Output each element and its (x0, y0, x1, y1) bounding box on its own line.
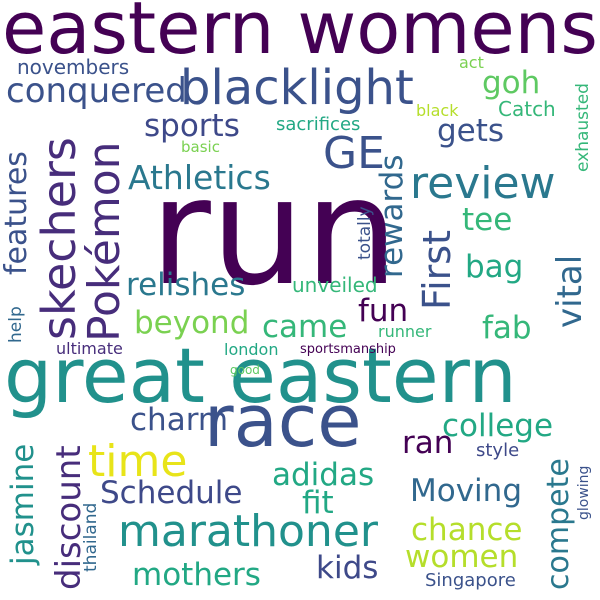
word-skechers: skechers (32, 137, 86, 340)
word-review: review (410, 158, 556, 209)
word-sports: sports (144, 108, 240, 144)
word-good: good (230, 363, 260, 377)
word-tee: tee (462, 202, 513, 238)
word-basic: basic (181, 138, 220, 156)
word-compete: compete (541, 458, 576, 590)
word-act: act (459, 53, 484, 72)
word-totally: totally (355, 206, 375, 260)
word-thailand: thailand (81, 502, 101, 572)
word-blacklight: blacklight (180, 60, 414, 116)
word-mothers: mothers (132, 557, 261, 593)
word-time: time (88, 436, 188, 487)
word-novembers: novembers (17, 55, 130, 79)
word-glowing: glowing (576, 465, 592, 520)
word-fun: fun (358, 293, 409, 329)
word-relishes: relishes (126, 267, 246, 303)
word-race: race (204, 379, 362, 463)
word-marathoner: marathoner (118, 506, 378, 557)
word-eastern-womens: eastern womens (2, 0, 598, 70)
word-help: help (6, 306, 26, 343)
word-college: college (442, 408, 554, 444)
word-charm: charm (130, 402, 229, 438)
word-athletics: Athletics (128, 158, 271, 197)
word-kids: kids (316, 550, 379, 586)
word-pokemon: Pokémon (79, 141, 130, 342)
word-goh: goh (482, 65, 541, 101)
word-ran: ran (402, 425, 454, 461)
word-london: london (224, 340, 279, 359)
word-runner: runner (378, 322, 432, 341)
word-came: came (262, 309, 348, 345)
word-jasmine: jasmine (5, 443, 41, 565)
word-chance: chance (411, 512, 523, 548)
word-style: style (476, 440, 520, 461)
word-features: features (0, 151, 34, 275)
word-vital: vital (550, 254, 590, 328)
word-adidas: adidas (272, 457, 375, 493)
word-unveiled: unveiled (292, 273, 378, 297)
word-fab: fab (482, 310, 532, 346)
word-rewards: rewards (374, 154, 410, 278)
word-conquered: conquered (6, 71, 187, 111)
word-moving: Moving (410, 473, 522, 509)
word-ultimate: ultimate (56, 339, 123, 358)
word-gets: gets (437, 113, 505, 149)
word-black: black (416, 101, 459, 120)
word-ge: GE (323, 128, 385, 179)
word-sacrifices: sacrifices (276, 114, 361, 135)
word-exhausted: exhausted (573, 83, 593, 172)
word-bag: bag (465, 249, 524, 285)
word-singapore: Singapore (425, 570, 516, 591)
word-fit: fit (302, 485, 334, 521)
word-run: run (150, 146, 399, 318)
word-schedule: Schedule (100, 475, 243, 511)
word-women: women (405, 539, 519, 575)
word-first: First (415, 230, 459, 310)
word-catch: Catch (498, 97, 556, 121)
word-great-eastern: great eastern (4, 331, 517, 420)
word-beyond: beyond (134, 305, 250, 341)
word-sportsmanship: sportsmanship (300, 342, 396, 357)
